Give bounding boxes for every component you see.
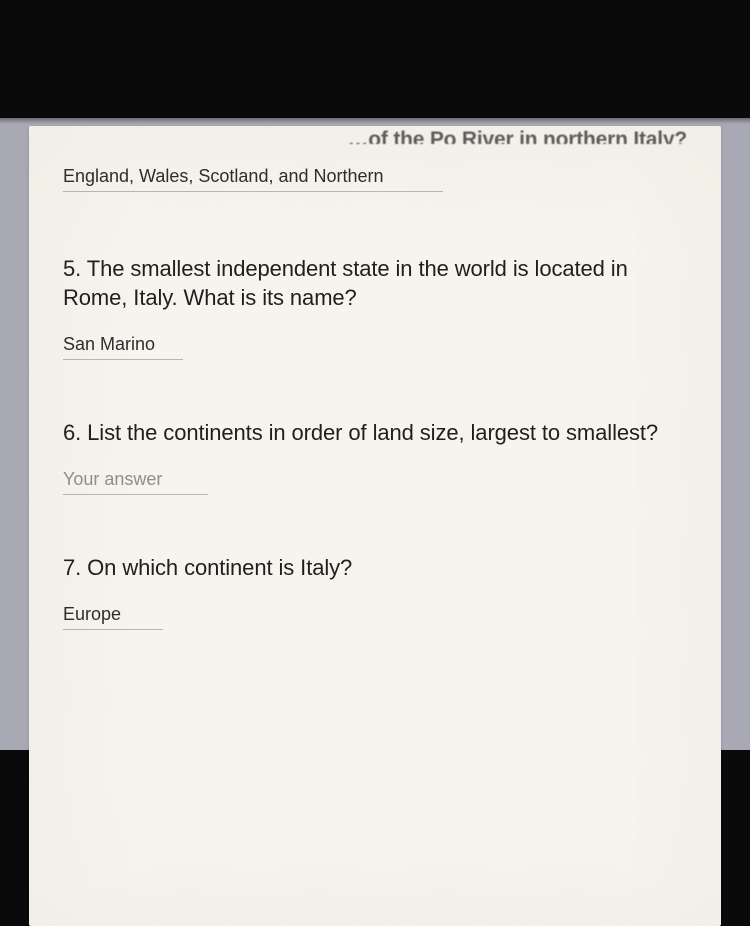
question-7: 7. On which continent is Italy? [63,553,687,582]
answer-5-value: San Marino [63,334,183,360]
question-6: 6. List the continents in order of land … [63,418,687,447]
form-paper: …of the Po River in northern Italy? Engl… [29,126,721,926]
question-5: 5. The smallest independent state in the… [63,254,687,312]
question-4-partial: …of the Po River in northern Italy? [63,126,687,144]
letterbox-top [0,0,750,118]
answer-7-value: Europe [63,604,163,630]
answer-6-input[interactable] [63,469,208,495]
answer-4-field[interactable]: England, Wales, Scotland, and Northern [63,166,443,192]
photo-viewport: …of the Po River in northern Italy? Engl… [0,118,750,750]
answer-4-value: England, Wales, Scotland, and Northern [63,166,443,192]
answer-5-field[interactable]: San Marino [63,334,183,360]
answer-7-field[interactable]: Europe [63,604,163,630]
